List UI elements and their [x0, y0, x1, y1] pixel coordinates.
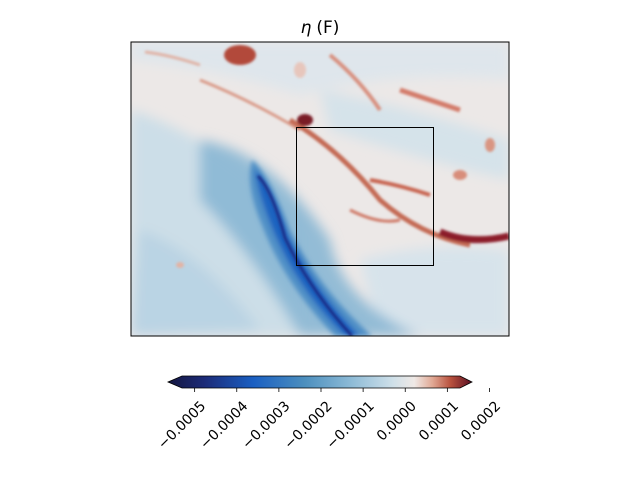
inset-box [296, 127, 434, 266]
colorbar-tick-label: 0.0001 [416, 398, 462, 444]
colorbar-tick-label: 0.0000 [374, 398, 420, 444]
plot-frame [130, 41, 510, 337]
title-symbol: η [301, 18, 312, 38]
colorbar: −0.0005−0.0004−0.0003−0.0002−0.00010.000… [155, 375, 504, 453]
colorbar-tick-label: 0.0002 [458, 398, 504, 444]
chart-title: η (F) [301, 18, 340, 38]
colorbar-body [166, 375, 473, 389]
title-suffix: (F) [316, 18, 339, 38]
heatmap-field [131, 42, 509, 336]
colorbar-ticks: −0.0005−0.0004−0.0003−0.0002−0.00010.000… [155, 388, 504, 453]
